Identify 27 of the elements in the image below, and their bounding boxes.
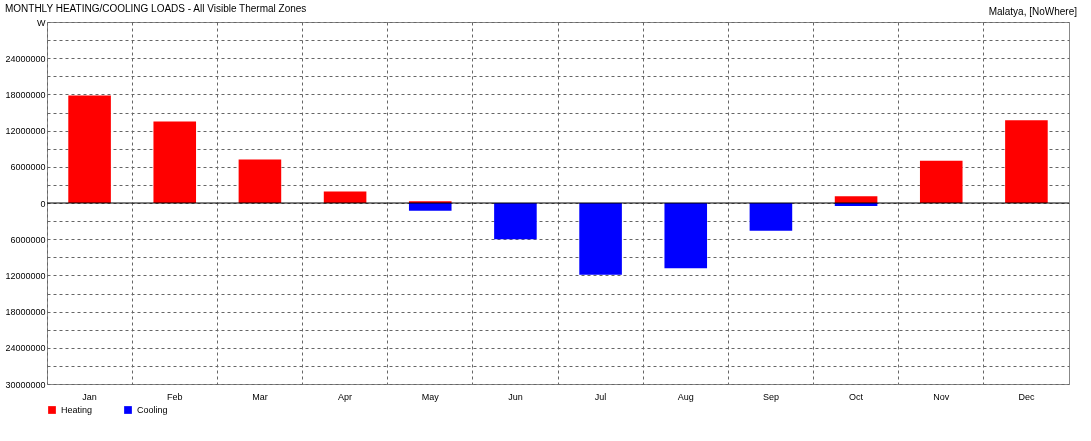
x-tick-label: Mar bbox=[252, 391, 268, 402]
x-tick-label: Jun bbox=[508, 391, 523, 402]
x-tick-label: Apr bbox=[338, 391, 353, 402]
legend-label: Cooling bbox=[137, 405, 168, 415]
x-tick-label: Oct bbox=[849, 391, 864, 402]
y-tick-label: 6000000 bbox=[10, 234, 46, 245]
x-tick-label: May bbox=[421, 391, 440, 402]
x-tick-label: Jan bbox=[82, 391, 97, 402]
legend-label: Heating bbox=[61, 405, 93, 415]
y-tick-label: 0 bbox=[40, 198, 46, 209]
y-tick-label: W bbox=[37, 17, 46, 28]
y-tick-label: 30000000 bbox=[5, 379, 46, 390]
y-tick-label: 12000000 bbox=[5, 126, 46, 137]
y-tick-label: 18000000 bbox=[5, 307, 46, 318]
x-tick-label: Dec bbox=[1018, 391, 1035, 402]
text: Malatya, [NoWhere] bbox=[988, 6, 1077, 17]
y-tick-label: 24000000 bbox=[5, 343, 46, 354]
y-tick-label: 18000000 bbox=[5, 89, 46, 100]
x-tick-label: Nov bbox=[933, 391, 950, 402]
y-tick-label: 12000000 bbox=[5, 270, 46, 281]
x-tick-label: Jul bbox=[594, 391, 607, 402]
y-tick-label: 24000000 bbox=[5, 53, 46, 64]
chart-title: MONTHLY HEATING/COOLING LOADS - All Visible Thermal Zones bbox=[4, 3, 307, 14]
y-tick-label: 6000000 bbox=[10, 162, 46, 173]
x-tick-label: Aug bbox=[677, 391, 694, 402]
x-tick-label: Feb bbox=[166, 391, 183, 402]
x-tick-label: Sep bbox=[762, 391, 779, 402]
